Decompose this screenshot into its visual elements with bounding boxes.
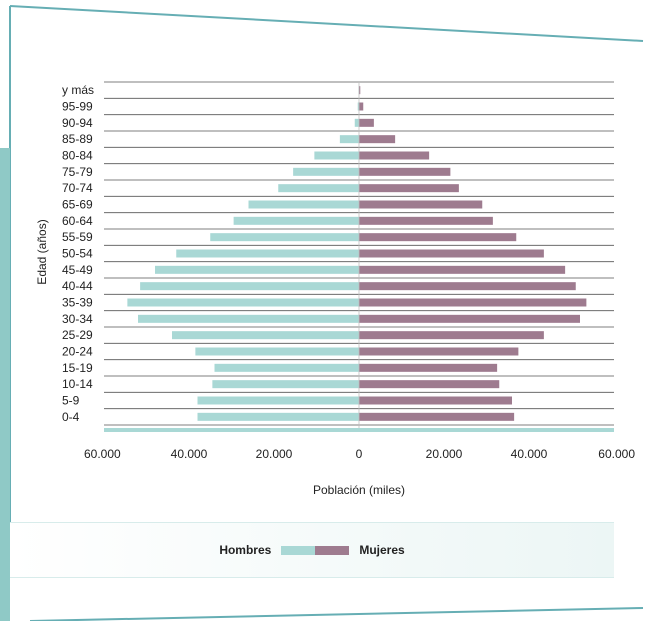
legend-swatch-hombres — [281, 545, 316, 555]
bar-mujeres-5-9 — [359, 396, 512, 405]
age-label: y más — [62, 83, 94, 97]
bar-hombres-35-39 — [127, 298, 359, 307]
age-label: 10-14 — [62, 377, 93, 391]
x-tick-label: 60.000 — [598, 447, 635, 461]
legend: Hombres Mujeres — [10, 522, 614, 578]
bar-hombres-75-79 — [293, 167, 359, 176]
legend-label-hombres: Hombres — [219, 543, 272, 557]
age-label: 85-89 — [62, 132, 93, 146]
x-axis-bar — [104, 428, 614, 432]
bar-mujeres-85-89 — [359, 135, 396, 144]
bar-mujeres-90-94 — [359, 118, 374, 127]
frame-top-line — [9, 5, 644, 42]
bar-hombres-65-69 — [248, 200, 359, 209]
age-label: 75-79 — [62, 165, 93, 179]
age-label: 5-9 — [62, 394, 80, 408]
bar-mujeres-0-4 — [359, 412, 515, 421]
age-label: 25-29 — [62, 328, 93, 342]
age-label: 20-24 — [62, 345, 93, 359]
age-label: 90-94 — [62, 116, 93, 130]
bar-mujeres-70-74 — [359, 184, 459, 193]
bar-hombres-25-29 — [172, 331, 359, 340]
age-label: 30-34 — [62, 312, 93, 326]
bar-hombres-55-59 — [210, 233, 359, 242]
bar-mujeres-30-34 — [359, 314, 580, 323]
bar-hombres-40-44 — [140, 282, 359, 291]
age-label: 35-39 — [62, 296, 93, 310]
frame-bottom-line — [29, 607, 644, 621]
age-label: 40-44 — [62, 279, 93, 293]
bar-hombres-70-74 — [278, 184, 359, 193]
age-label: 55-59 — [62, 230, 93, 244]
bars — [127, 86, 587, 421]
bar-mujeres-80-84 — [359, 151, 430, 160]
age-label: 50-54 — [62, 247, 93, 261]
age-label: 0-4 — [62, 410, 80, 424]
age-label: 65-69 — [62, 198, 93, 212]
bar-mujeres-40-44 — [359, 282, 576, 291]
x-tick-label: 40.000 — [171, 447, 208, 461]
bar-mujeres-10-14 — [359, 380, 500, 389]
bar-hombres-5-9 — [197, 396, 359, 405]
bar-hombres-95-99 — [357, 102, 359, 111]
bar-mujeres-45-49 — [359, 265, 566, 274]
x-axis-title: Población (miles) — [312, 483, 406, 497]
age-label: 95-99 — [62, 100, 93, 114]
bar-mujeres-y-más — [359, 86, 361, 95]
frame-side-band — [0, 148, 10, 621]
bar-mujeres-50-54 — [359, 249, 544, 258]
bar-mujeres-75-79 — [359, 167, 451, 176]
y-axis-title: Edad (años) — [35, 219, 49, 285]
bar-hombres-30-34 — [138, 314, 359, 323]
x-tick-label: 40.000 — [511, 447, 548, 461]
bar-mujeres-15-19 — [359, 363, 498, 372]
age-label: 45-49 — [62, 263, 93, 277]
bar-mujeres-35-39 — [359, 298, 587, 307]
age-label: 15-19 — [62, 361, 93, 375]
bar-mujeres-20-24 — [359, 347, 519, 356]
bar-mujeres-55-59 — [359, 233, 517, 242]
bar-hombres-10-14 — [212, 380, 359, 389]
bar-hombres-50-54 — [176, 249, 359, 258]
bar-mujeres-60-64 — [359, 216, 493, 225]
bar-hombres-85-89 — [339, 135, 359, 144]
age-labels: 0-4 5-9 10-14 15-19 20-24 25-29 30-34 35-39 40-4… — [62, 83, 94, 424]
legend-label-mujeres: Mujeres — [359, 543, 405, 557]
x-tick-label: 0 — [356, 447, 363, 461]
x-tick-label: 20.000 — [426, 447, 463, 461]
bar-mujeres-25-29 — [359, 331, 544, 340]
x-tick-label: 60.000 — [84, 447, 121, 461]
age-label: 60-64 — [62, 214, 93, 228]
legend-swatch-mujeres — [315, 545, 350, 555]
bar-hombres-80-84 — [314, 151, 359, 160]
bar-hombres-60-64 — [233, 216, 359, 225]
bar-mujeres-95-99 — [359, 102, 364, 111]
bar-mujeres-65-69 — [359, 200, 483, 209]
x-axis: 60.000 40.000 20.000 0 20.000 40.000 60.000 — [84, 82, 635, 461]
bar-hombres-90-94 — [354, 118, 359, 127]
age-label: 80-84 — [62, 149, 93, 163]
bar-hombres-0-4 — [197, 412, 359, 421]
x-tick-label: 20.000 — [256, 447, 293, 461]
bar-hombres-15-19 — [214, 363, 359, 372]
bar-hombres-20-24 — [195, 347, 359, 356]
age-label: 70-74 — [62, 181, 93, 195]
bar-hombres-45-49 — [155, 265, 359, 274]
